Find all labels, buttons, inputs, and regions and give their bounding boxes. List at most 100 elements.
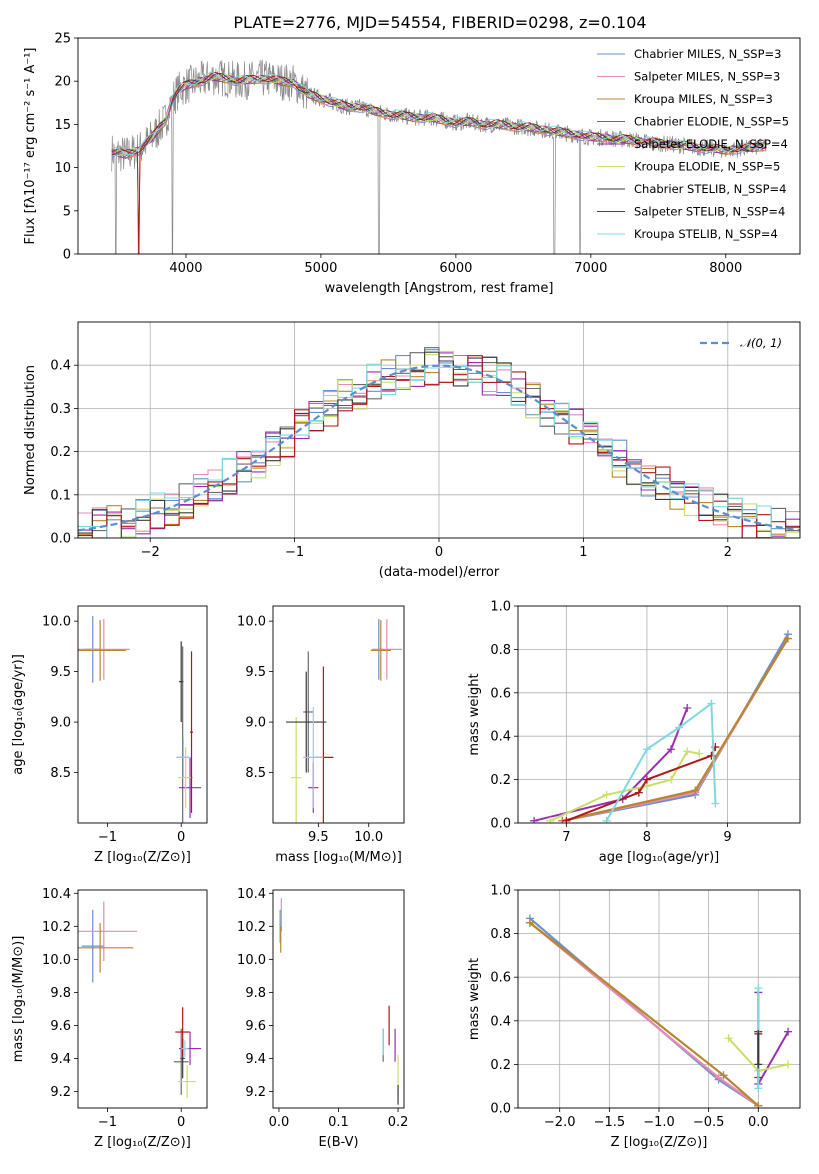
y-axis-label: mass weight (467, 673, 482, 755)
y-tick-label: 10.2 (237, 920, 266, 935)
mass-weight-point-marker (525, 918, 534, 927)
y-tick-label: 10.4 (237, 887, 266, 902)
y-axis-label: age [log₁₀(age/yr)] (11, 654, 26, 775)
y-axis-label: Flux [fλ10⁻¹⁷ erg cm⁻² s⁻¹ A⁻¹] (23, 48, 38, 245)
y-tick-label: 0.4 (490, 1014, 511, 1029)
mass-vs-reddening-panel: 0.0 0.1 0.2 9.2 9.4 9.6 9.8 10.0 10.2 10.4 E(B-V) (237, 887, 408, 1150)
mass-weight-point-marker (642, 745, 651, 754)
mass-weight-point-marker (602, 816, 611, 823)
mass-weight-point-marker (634, 788, 643, 797)
y-tick-label: 0.0 (490, 1102, 511, 1117)
y-tick-label: 9.6 (245, 1019, 266, 1034)
y-tick-label: 9.8 (50, 986, 71, 1001)
y-tick-label: 10.0 (237, 615, 266, 630)
mass-weight-point-marker (642, 775, 651, 784)
spectrum-plot-area (111, 59, 767, 254)
y-tick-label: 8.5 (50, 766, 71, 781)
y-axis-label: mass weight (467, 958, 482, 1040)
y-tick-label: 5 (63, 204, 71, 219)
legend-entry: Salpeter MILES, N_SSP=3 (634, 70, 780, 84)
x-tick-label: 5000 (304, 261, 337, 276)
y-tick-label: 10.0 (42, 953, 71, 968)
y-axis-label: mass [log₁₀(M/M⊙)] (11, 936, 26, 1063)
mass-vs-metallicity-panel: −1 0 9.2 9.4 9.6 9.8 10.0 10.2 10.4 Z [log₁₀(Z/Z⊙… (11, 887, 208, 1150)
residual-histogram-line (78, 355, 800, 538)
y-tick-label: 10.2 (42, 920, 71, 935)
age-vs-metallicity-panel: −1 0 8.5 9.0 9.5 10.0 Z [log₁₀(Z/Z⊙)] age [log₁… (11, 605, 208, 865)
y-tick-label: 25 (54, 32, 71, 47)
y-tick-label: 0.8 (490, 927, 511, 942)
y-tick-label: 9.0 (245, 716, 266, 731)
x-tick-label: −1 (285, 545, 304, 560)
x-tick-label: 0 (177, 1115, 185, 1130)
residuals-plot-area (78, 322, 800, 538)
legend-entry: 𝒩(0, 1) (740, 336, 782, 350)
age-vs-mass-plot-area (286, 619, 402, 823)
y-tick-label: 9.8 (245, 986, 266, 1001)
mass-vs-Z-plot-area (78, 901, 202, 1099)
residuals-panel: −2 −1 0 1 2 0.0 0.1 0.2 0.3 0.4 (data-model)/error… (23, 321, 801, 580)
x-tick-label: 7000 (574, 261, 607, 276)
mass-weight-point-marker (602, 790, 611, 799)
y-tick-label: 9.4 (245, 1052, 266, 1067)
mass-weight-point-marker (754, 1029, 763, 1038)
y-tick-label: 8.5 (245, 766, 266, 781)
y-tick-label: 0.2 (490, 1058, 511, 1073)
y-tick-label: 0.1 (50, 488, 71, 503)
residual-histogram-line (78, 351, 800, 538)
mass-weight-point-marker (683, 747, 692, 756)
y-tick-label: 10.0 (42, 615, 71, 630)
spectrum-panel: 4000 5000 6000 7000 8000 0 5 10 15 20 25 wavelength… (23, 32, 801, 296)
mass-weight-point-marker (719, 1071, 728, 1080)
weight-vs-Z-plot-area (518, 890, 800, 1108)
y-tick-label: 1.0 (490, 884, 511, 899)
x-tick-label: 9.5 (308, 830, 329, 845)
normal-distribution-curve (78, 364, 800, 532)
y-tick-label: 0.3 (50, 402, 71, 417)
mass-weight-point-marker (683, 703, 692, 712)
x-axis-label: Z [log₁₀(Z/Z⊙)] (94, 850, 191, 865)
x-axis-label: E(B-V) (318, 1135, 358, 1150)
spectrum-frame (77, 37, 801, 255)
legend-entry: Kroupa STELIB, N_SSP=4 (634, 227, 778, 241)
mass-weight-point-marker (562, 816, 571, 823)
age-vs-Z-frame (77, 605, 208, 824)
y-tick-label: 9.2 (50, 1085, 71, 1100)
mass-weight-point-marker (675, 723, 684, 732)
legend-entry: Salpeter STELIB, N_SSP=4 (634, 205, 785, 219)
figure-title: PLATE=2776, MJD=54554, FIBERID=0298, z=0… (233, 13, 646, 32)
mass-weight-point-marker (783, 634, 792, 643)
mass-vs-EBV-frame (272, 889, 405, 1109)
x-tick-label: 0.2 (388, 1115, 409, 1130)
residual-histogram-line (78, 352, 800, 538)
model-fit-line (111, 75, 767, 159)
x-tick-label: −1.0 (643, 1115, 675, 1130)
legend-entry: Kroupa MILES, N_SSP=3 (634, 92, 773, 106)
mass-weight-point-marker (714, 1073, 723, 1082)
weight-vs-age-frame (517, 605, 801, 824)
y-tick-label: 0.4 (50, 359, 71, 374)
mass-vs-Z-frame (77, 889, 208, 1109)
model-fit-line (111, 71, 767, 254)
mass-weight-point-marker (754, 1084, 763, 1093)
x-axis-label: mass [log₁₀(M/M⊙)] (275, 850, 402, 865)
y-tick-label: 0.0 (50, 532, 71, 547)
mass-weight-point-marker (695, 749, 704, 758)
x-axis-label: Z [log₁₀(Z/Z⊙)] (94, 1135, 191, 1150)
age-vs-Z-plot-area (78, 616, 202, 823)
mass-weight-point-marker (754, 984, 763, 993)
y-tick-label: 20 (54, 75, 71, 90)
y-tick-label: 0.4 (490, 730, 511, 745)
y-axis-label: Normed distribution (23, 365, 38, 495)
y-tick-label: 0.2 (50, 445, 71, 460)
x-axis-label: Z [log₁₀(Z/Z⊙)] (611, 1135, 708, 1150)
y-tick-label: 0.0 (490, 817, 511, 832)
x-tick-label: −0.5 (693, 1115, 725, 1130)
mass-vs-EBV-plot-area (279, 898, 399, 1105)
mass-weight-point-marker (754, 1060, 763, 1069)
x-tick-label: 0.0 (269, 1115, 290, 1130)
x-axis-label: age [log₁₀(age/yr)] (599, 850, 720, 865)
x-tick-label: −1 (98, 1115, 117, 1130)
